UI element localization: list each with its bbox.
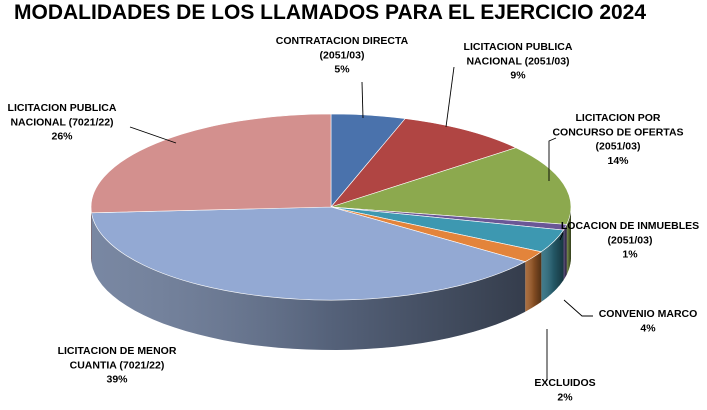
slice-label-6-line-1: CUANTIA (7021/22) [70,359,165,371]
slice-label-3-line-1: (2051/03) [608,234,653,246]
slice-percent-0: 5% [334,64,350,76]
slice-labels: CONTRATACION DIRECTA (2051/03) 5% LICITACIO… [8,35,700,403]
slice-percent-4: 4% [640,322,656,334]
slice-label-7-line-1: NACIONAL (7021/22) [10,116,113,128]
leader-line-3 [559,232,564,241]
leader-line-7 [129,126,177,144]
pie-side-shade-7 [91,207,92,263]
slice-label-5-line-0: EXCLUIDOS [534,377,595,389]
pie-side-shade-5 [525,251,542,312]
leader-line-0 [361,81,364,119]
pie-slice-2 [330,147,572,225]
leader-line-2 [548,137,557,181]
pie-slice-6 [91,206,527,301]
leader-line-4 [563,299,593,317]
slice-label-2-line-0: LICITACION POR [576,112,661,124]
slice-label-0-line-1: (2051/03) [320,49,365,61]
slice-percent-7: 26% [51,131,73,143]
pie-side-shade-6 [91,212,526,350]
leader-line-1 [445,66,455,128]
slice-percent-3: 1% [622,249,638,261]
slice-label-0-line-0: CONTRATACION DIRECTA [276,35,409,47]
slice-label-3-line-0: LOCACION DE INMUEBLES [561,220,699,232]
pie-slices [90,113,572,301]
pie-side-shade-3 [563,224,567,281]
slice-percent-2: 14% [607,155,629,167]
slice-percent-5: 2% [557,391,573,403]
slice-percent-1: 9% [510,70,526,82]
pie-slice-1 [330,118,517,208]
slice-label-2-line-2: (2051/03) [596,141,641,153]
chart-title: MODALIDADES DE LOS LLAMADOS PARA EL EJER… [14,1,646,24]
slice-percent-6: 39% [106,374,128,386]
slice-label-1-line-1: NACIONAL (2051/03) [466,55,569,67]
slice-label-2-line-1: CONCURSO DE OFERTAS [552,126,683,138]
slice-label-6-line-0: LICITACION DE MENOR [58,345,177,357]
pie-side-shade-2 [566,207,571,275]
pie-sides [91,207,571,350]
slice-label-1-line-0: LICITACION PUBLICA [464,41,573,53]
leader-lines [129,66,593,380]
slice-label-4-line-0: CONVENIO MARCO [599,308,698,320]
slice-label-7-line-0: LICITACION PUBLICA [8,102,117,114]
pie-slice-7 [90,113,332,214]
